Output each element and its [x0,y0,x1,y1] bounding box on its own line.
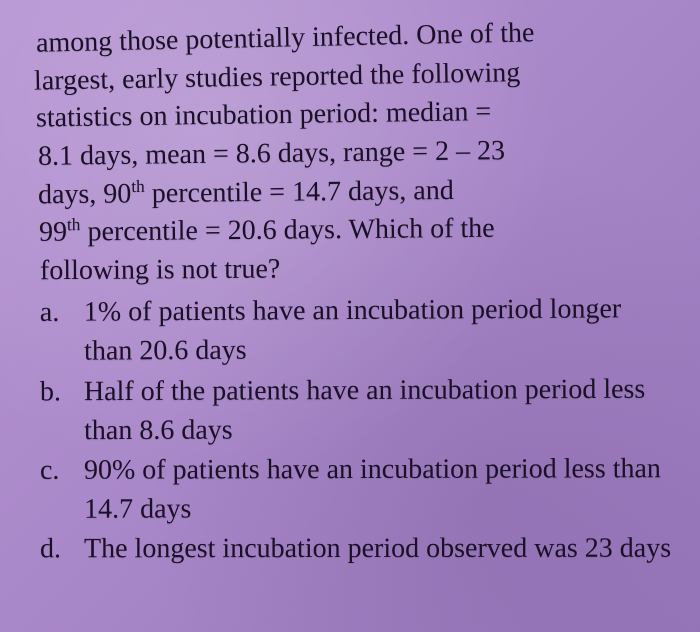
option-d: d. The longest incubation period observe… [40,530,672,569]
option-letter: b. [40,373,84,412]
stem-line: 99th percentile = 20.6 days. Which of th… [39,208,671,252]
option-text: The longest incubation period observed w… [84,530,672,569]
option-letter: a. [40,294,84,333]
stem-line: 8.1 days, mean = 8.6 days, range = 2 – 2… [38,130,670,176]
option-letter: d. [40,530,84,569]
option-a: a. 1% of patients have an incubation per… [40,290,672,371]
stem-line: following is not true? [40,248,672,291]
option-text: 90% of patients have an incubation perio… [84,450,672,529]
option-b: b. Half of the patients have an incubati… [40,370,672,450]
answer-options: a. 1% of patients have an incubation per… [40,292,672,568]
option-letter: c. [40,452,84,491]
stem-line: days, 90th percentile = 14.7 days, and [38,169,670,214]
option-text: Half of the patients have an incubation … [84,370,672,450]
question-stem: among those potentially infected. One of… [40,18,672,288]
option-text: 1% of patients have an incubation period… [84,290,672,371]
option-c: c. 90% of patients have an incubation pe… [40,450,672,529]
